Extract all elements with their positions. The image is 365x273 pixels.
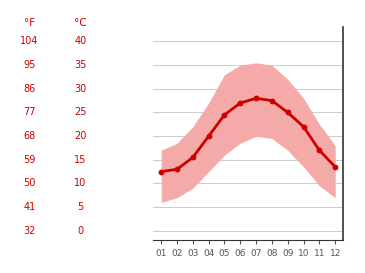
Text: 30: 30: [74, 84, 87, 94]
Text: 41: 41: [23, 202, 35, 212]
Text: 5: 5: [77, 202, 84, 212]
Text: 15: 15: [74, 155, 87, 165]
Text: 20: 20: [74, 131, 87, 141]
Text: °F: °F: [24, 18, 35, 28]
Text: 59: 59: [23, 155, 35, 165]
Text: 68: 68: [23, 131, 35, 141]
Text: 32: 32: [23, 226, 35, 236]
Text: 86: 86: [23, 84, 35, 94]
Text: 10: 10: [74, 179, 87, 188]
Text: 50: 50: [23, 179, 35, 188]
Text: 35: 35: [74, 60, 87, 70]
Text: 0: 0: [77, 226, 83, 236]
Text: 77: 77: [23, 108, 35, 117]
Text: 104: 104: [20, 37, 38, 46]
Text: 40: 40: [74, 37, 87, 46]
Text: 25: 25: [74, 108, 87, 117]
Text: 95: 95: [23, 60, 35, 70]
Text: °C: °C: [74, 18, 87, 28]
